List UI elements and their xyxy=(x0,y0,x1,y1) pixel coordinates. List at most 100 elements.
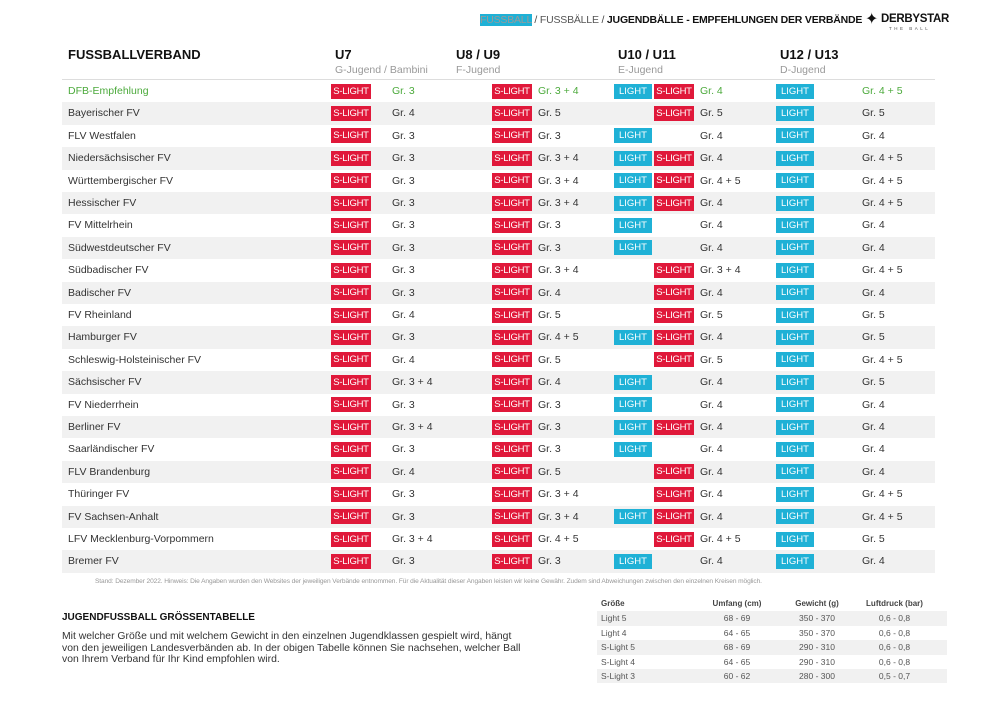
ball-size-u11: Gr. 4 xyxy=(700,241,723,254)
light-badge: LIGHT xyxy=(614,128,652,144)
verband-name: FV Niederrhein xyxy=(68,398,139,411)
ball-size-u9: Gr. 3 xyxy=(538,129,561,142)
verband-name: Bremer FV xyxy=(68,555,119,568)
s-light-badge: S-LIGHT xyxy=(331,217,371,233)
s-light-badge: S-LIGHT xyxy=(492,441,532,457)
verband-name: Schleswig-Holsteinischer FV xyxy=(68,353,202,366)
light-badge: LIGHT xyxy=(614,195,652,211)
s-light-badge: S-LIGHT xyxy=(331,195,371,211)
ball-size-u13: Gr. 4 + 5 xyxy=(862,174,903,187)
table-row: Saarländischer FV S-LIGHT Gr. 3 S-LIGHT Gr. … xyxy=(62,438,935,460)
ball-size-u13: Gr. 4 + 5 xyxy=(862,510,903,523)
light-badge: LIGHT xyxy=(776,195,814,211)
s-light-badge: S-LIGHT xyxy=(331,397,371,413)
ball-size-u11: Gr. 4 + 5 xyxy=(700,174,741,187)
s-light-badge: S-LIGHT xyxy=(654,419,694,435)
s-light-badge: S-LIGHT xyxy=(331,419,371,435)
ball-size-u13: Gr. 4 xyxy=(862,398,885,411)
column-header-u7: U7 xyxy=(335,47,352,62)
size-table-cell: 64 - 65 xyxy=(723,656,751,667)
size-table-header: Größe Umfang (cm) Gewicht (g) Luftdruck (ba… xyxy=(597,597,947,611)
ball-size-u13: Gr. 4 xyxy=(862,286,885,299)
ball-size-u11: Gr. 4 xyxy=(700,286,723,299)
verband-name: Niedersächsischer FV xyxy=(68,152,171,165)
size-table-column-header: Gewicht (g) xyxy=(795,599,839,608)
s-light-badge: S-LIGHT xyxy=(331,553,371,569)
star-icon: ✦ xyxy=(865,11,879,28)
ball-size-u11: Gr. 4 xyxy=(700,197,723,209)
ball-size-u11: Gr. 4 xyxy=(700,152,723,165)
ball-size-u11: Gr. 4 xyxy=(700,331,723,344)
size-table-cell: S-Light 4 xyxy=(601,656,636,667)
light-badge: LIGHT xyxy=(776,217,814,233)
size-table-cell: 290 - 310 xyxy=(799,642,835,653)
size-table-cell: Light 5 xyxy=(601,613,627,624)
s-light-badge: S-LIGHT xyxy=(654,329,694,345)
s-light-badge: S-LIGHT xyxy=(331,531,371,547)
ball-size-u11: Gr. 3 + 4 xyxy=(700,264,741,277)
light-badge: LIGHT xyxy=(776,397,814,413)
light-badge: LIGHT xyxy=(776,464,814,480)
light-badge: LIGHT xyxy=(614,150,652,166)
ball-size-u11: Gr. 4 xyxy=(700,488,723,501)
size-table-cell: 0,6 - 0,8 xyxy=(878,656,911,667)
verband-name: Bayerischer FV xyxy=(68,107,140,120)
ball-size-u7: Gr. 3 + 4 xyxy=(392,533,433,545)
s-light-badge: S-LIGHT xyxy=(492,509,532,525)
s-light-badge: S-LIGHT xyxy=(331,329,371,345)
s-light-badge: S-LIGHT xyxy=(492,531,532,547)
s-light-badge: S-LIGHT xyxy=(331,307,371,323)
ball-size-u7: Gr. 3 xyxy=(392,555,415,568)
ball-size-u11: Gr. 4 xyxy=(700,555,723,568)
light-badge: LIGHT xyxy=(614,83,652,99)
verband-name: Badischer FV xyxy=(68,286,132,299)
ball-size-u11: Gr. 4 xyxy=(700,219,723,232)
ball-size-u7: Gr. 3 xyxy=(392,152,415,165)
column-header-u13: U12 / U13 xyxy=(780,47,839,62)
size-table-column-header: Umfang (cm) xyxy=(712,599,762,608)
light-badge: LIGHT xyxy=(614,240,652,256)
ball-size-u11: Gr. 4 xyxy=(700,510,723,523)
ball-size-u11: Gr. 4 xyxy=(700,129,723,142)
column-subheader-u13: D-Jugend xyxy=(780,64,826,76)
size-table-cell: 280 - 300 xyxy=(799,670,835,681)
ball-size-u11: Gr. 5 xyxy=(700,353,723,366)
table-row: FLV Brandenburg S-LIGHT Gr. 4 S-LIGHT Gr. 5 S… xyxy=(62,460,935,484)
verband-name: Hamburger FV xyxy=(68,331,137,344)
light-badge: LIGHT xyxy=(776,285,814,301)
s-light-badge: S-LIGHT xyxy=(654,486,694,502)
ball-size-u7: Gr. 3 + 4 xyxy=(392,376,433,389)
column-subheader-u9: F-Jugend xyxy=(456,64,501,76)
light-badge: LIGHT xyxy=(614,509,652,525)
table-row: Württembergischer FV S-LIGHT Gr. 3 S-LIGHT G… xyxy=(62,170,935,192)
s-light-badge: S-LIGHT xyxy=(331,486,371,502)
verband-name: FV Sachsen-Anhalt xyxy=(68,510,159,523)
s-light-badge: S-LIGHT xyxy=(331,83,371,99)
s-light-badge: S-LIGHT xyxy=(331,441,371,457)
s-light-badge: S-LIGHT xyxy=(492,553,532,569)
logo-brand: DERBYSTAR xyxy=(881,13,950,25)
s-light-badge: S-LIGHT xyxy=(654,173,694,189)
size-table-cell: 350 - 370 xyxy=(799,613,835,624)
ball-size-u7: Gr. 3 xyxy=(392,443,415,456)
ball-size-u13: Gr. 4 + 5 xyxy=(862,85,903,97)
ball-size-u13: Gr. 5 xyxy=(862,107,885,120)
verband-name: FV Mittelrhein xyxy=(68,219,133,232)
breadcrumb-segment[interactable]: FUSSBALL xyxy=(480,14,532,26)
breadcrumb-segment[interactable]: JUGENDBÄLLE - EMPFEHLUNGEN DER VERBÄNDE xyxy=(606,14,863,26)
ball-size-u9: Gr. 3 + 4 xyxy=(538,197,579,209)
size-table-column-header: Größe xyxy=(601,599,625,608)
ball-size-u13: Gr. 4 xyxy=(862,219,885,232)
light-badge: LIGHT xyxy=(776,419,814,435)
s-light-badge: S-LIGHT xyxy=(492,128,532,144)
ball-size-u7: Gr. 3 xyxy=(392,85,415,97)
breadcrumb-segment[interactable]: FUSSBÄLLE xyxy=(539,14,599,26)
table-row: Südbadischer FV S-LIGHT Gr. 3 S-LIGHT Gr. 3 … xyxy=(62,259,935,281)
verband-name: LFV Mecklenburg-Vorpommern xyxy=(68,533,214,545)
ball-size-u11: Gr. 4 xyxy=(700,85,723,97)
ball-size-u13: Gr. 5 xyxy=(862,533,885,545)
table-row: Hessischer FV S-LIGHT Gr. 3 S-LIGHT Gr. 3 + … xyxy=(62,192,935,215)
table-row: Hamburger FV S-LIGHT Gr. 3 S-LIGHT Gr. 4 + 5… xyxy=(62,326,935,349)
s-light-badge: S-LIGHT xyxy=(331,173,371,189)
size-table-cell: 0,5 - 0,7 xyxy=(878,670,911,681)
